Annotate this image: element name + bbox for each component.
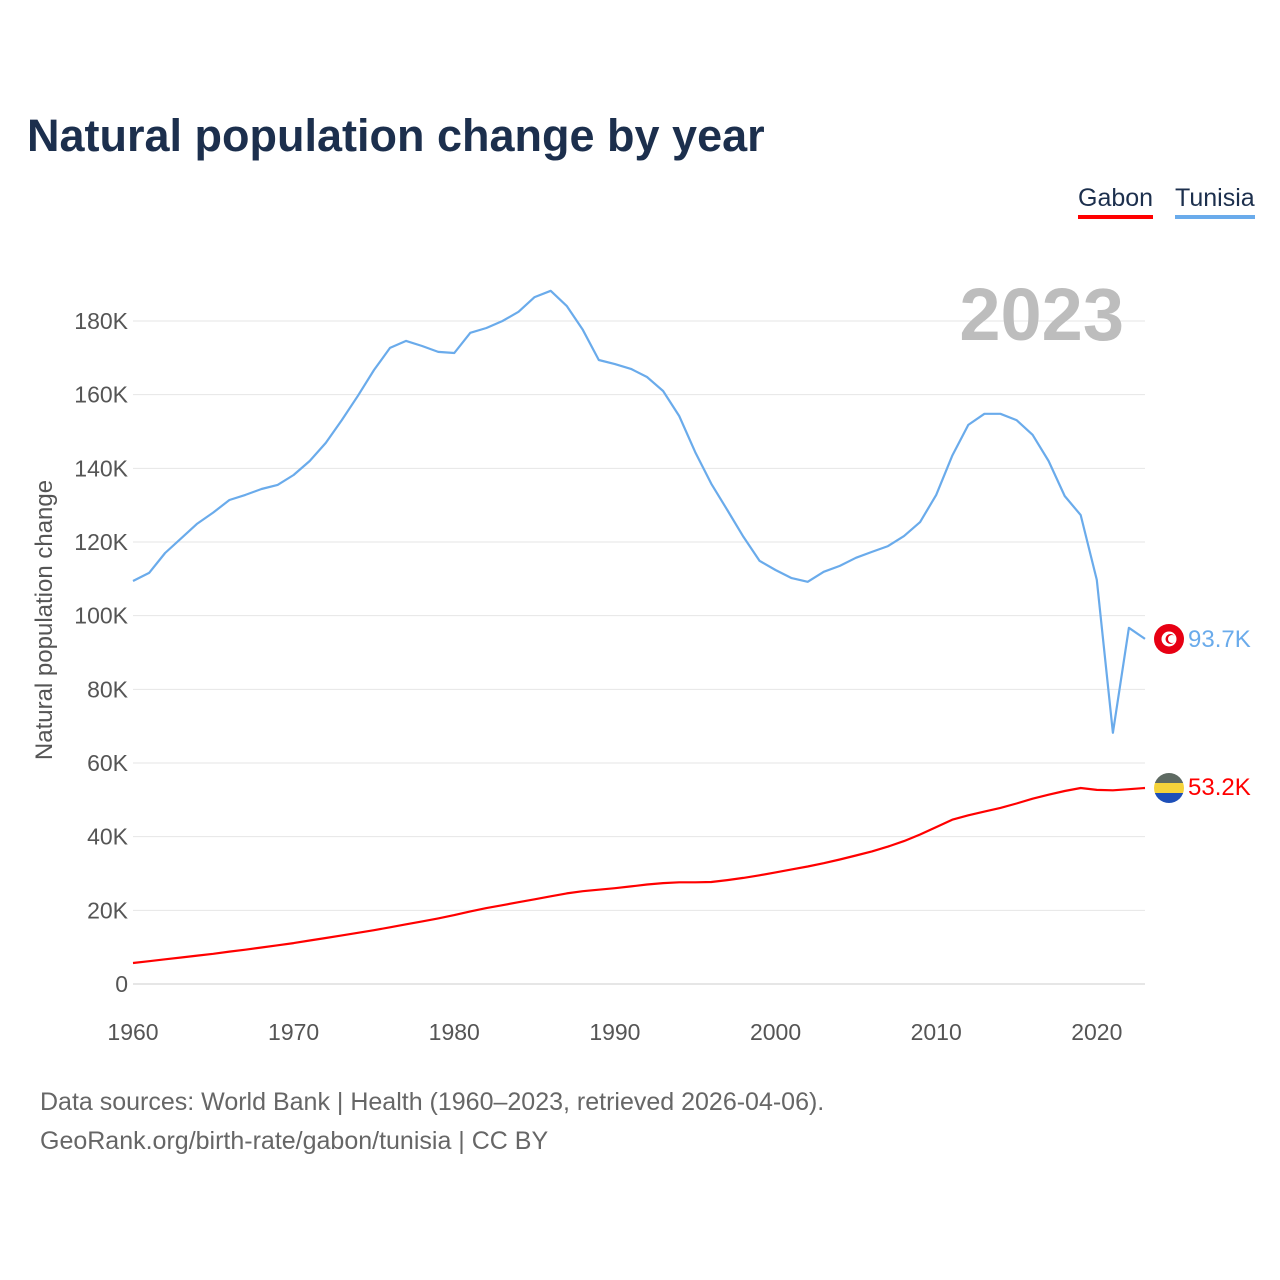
tunisia-flag-icon xyxy=(1154,624,1184,654)
gabon-end-label: 53.2K xyxy=(1188,774,1251,801)
tunisia-end-label: 93.7K xyxy=(1188,626,1251,653)
y-tick-label: 60K xyxy=(87,750,129,776)
gabon-flag-icon xyxy=(1154,773,1184,803)
x-tick-label: 1980 xyxy=(429,1019,480,1045)
footer-source: Data sources: World Bank | Health (1960–… xyxy=(40,1088,825,1116)
y-tick-label: 40K xyxy=(87,824,129,850)
year-label: 2023 xyxy=(959,273,1124,356)
x-tick-label: 1990 xyxy=(589,1019,640,1045)
x-tick-label: 2010 xyxy=(911,1019,962,1045)
legend-gabon[interactable]: Gabon xyxy=(1078,184,1154,219)
legend-tunisia[interactable]: Tunisia xyxy=(1175,184,1255,219)
series-line-tunisia[interactable] xyxy=(132,289,1146,734)
chart-title: Natural population change by year xyxy=(27,110,765,161)
y-tick-label: 120K xyxy=(74,529,128,555)
y-tick-label: 180K xyxy=(74,308,128,334)
x-tick-label: 1970 xyxy=(268,1019,319,1045)
y-tick-label: 160K xyxy=(74,382,128,408)
x-tick-label: 2020 xyxy=(1071,1019,1122,1045)
y-tick-label: 20K xyxy=(87,897,129,923)
y-tick-label: 140K xyxy=(74,455,128,481)
y-axis-label: Natural population change xyxy=(31,480,58,760)
x-tick-label: 2000 xyxy=(750,1019,801,1045)
footer-link[interactable]: GeoRank.org/birth-rate/gabon/tunisia | C… xyxy=(40,1127,549,1155)
x-tick-label: 1960 xyxy=(107,1019,158,1045)
series-line-gabon[interactable] xyxy=(132,786,1146,965)
y-tick-label: 0 xyxy=(115,971,128,997)
y-tick-label: 100K xyxy=(74,603,128,629)
y-tick-label: 80K xyxy=(87,676,129,702)
